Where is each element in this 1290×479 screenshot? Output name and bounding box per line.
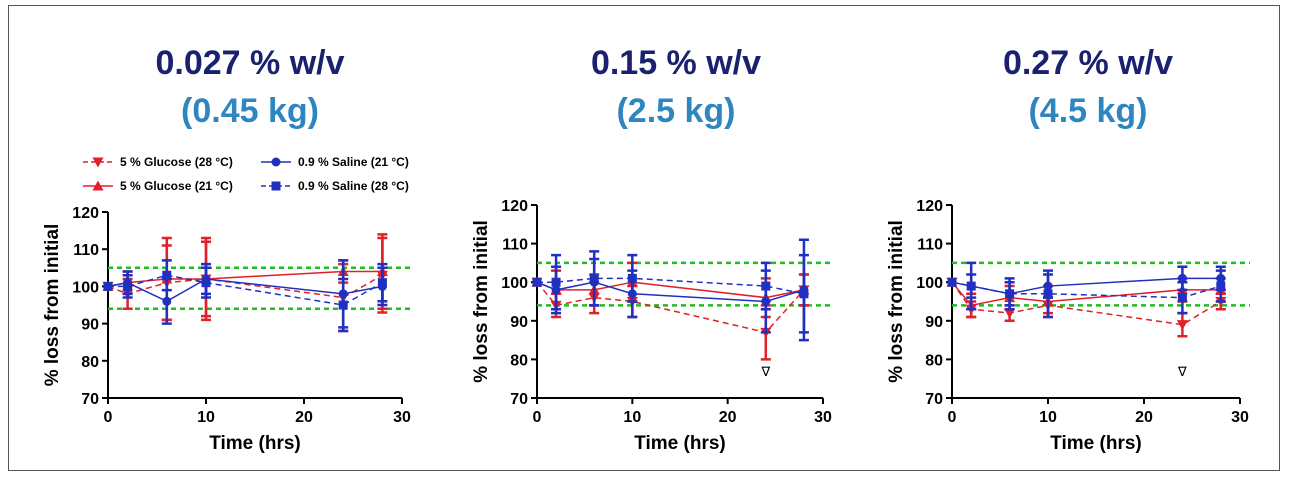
marker <box>1216 281 1226 291</box>
y-tick-label: 120 <box>916 198 943 215</box>
marker <box>1043 289 1053 299</box>
x-tick-label: 30 <box>814 409 832 426</box>
marker <box>1177 293 1187 303</box>
chart-subtitle: (4.5 kg) <box>1028 92 1147 130</box>
y-tick-label: 100 <box>72 279 99 296</box>
annotation: ∇ <box>1177 364 1187 379</box>
marker <box>1176 320 1188 331</box>
frame <box>8 5 1280 471</box>
y-tick-label: 120 <box>501 198 528 215</box>
legend-marker <box>271 157 281 167</box>
marker <box>103 281 113 291</box>
marker <box>532 277 542 287</box>
x-tick-label: 30 <box>1231 409 1249 426</box>
y-axis-label: % loss from initial <box>42 224 63 387</box>
legend-label: 5 % Glucose (21 °C) <box>120 179 233 193</box>
y-tick-label: 90 <box>510 314 528 331</box>
x-tick-label: 0 <box>104 409 113 426</box>
y-tick-label: 90 <box>81 317 99 334</box>
x-tick-label: 30 <box>393 409 411 426</box>
legend-marker <box>92 180 104 191</box>
y-tick-label: 70 <box>81 391 99 408</box>
x-tick-label: 10 <box>1039 409 1057 426</box>
marker <box>799 289 809 299</box>
x-tick-label: 10 <box>197 409 215 426</box>
y-tick-label: 110 <box>917 237 943 254</box>
chart-subtitle: (2.5 kg) <box>616 92 735 130</box>
y-axis-label: % loss from initial <box>886 220 907 383</box>
marker <box>338 300 348 310</box>
y-tick-label: 110 <box>502 237 528 254</box>
marker <box>589 273 599 283</box>
x-axis-label: Time (hrs) <box>1050 433 1142 454</box>
annotation: ∇ <box>760 364 770 379</box>
x-tick-label: 20 <box>1135 409 1153 426</box>
y-tick-label: 80 <box>925 352 943 369</box>
y-tick-label: 70 <box>510 391 528 408</box>
legend-marker <box>92 157 104 168</box>
legend-label: 0.9 % Saline (21 °C) <box>298 155 409 169</box>
chart-title: 0.15 % w/v <box>591 44 761 82</box>
chart-subtitle: (0.45 kg) <box>181 92 319 130</box>
marker <box>627 273 637 283</box>
x-tick-label: 0 <box>948 409 957 426</box>
marker <box>966 281 976 291</box>
series-line <box>951 281 1222 326</box>
y-tick-label: 80 <box>510 352 528 369</box>
marker <box>551 277 561 287</box>
y-axis-label: % loss from initial <box>471 220 492 383</box>
marker <box>947 277 957 287</box>
y-tick-label: 90 <box>925 314 943 331</box>
series-line <box>107 274 383 299</box>
x-axis-label: Time (hrs) <box>209 433 301 454</box>
marker <box>1177 273 1187 283</box>
chart-title: 0.27 % w/v <box>1003 44 1173 82</box>
marker <box>201 278 211 288</box>
y-tick-label: 100 <box>916 275 943 292</box>
marker <box>123 281 133 291</box>
x-tick-label: 10 <box>623 409 641 426</box>
legend-label: 5 % Glucose (28 °C) <box>120 155 233 169</box>
y-tick-label: 100 <box>501 275 528 292</box>
x-axis-label: Time (hrs) <box>634 433 726 454</box>
series-line <box>951 281 1221 307</box>
legend-marker <box>271 181 281 191</box>
series-line <box>108 274 383 306</box>
marker <box>162 270 172 280</box>
x-tick-label: 20 <box>295 409 313 426</box>
legend-label: 0.9 % Saline (28 °C) <box>298 179 409 193</box>
y-tick-label: 80 <box>81 354 99 371</box>
marker <box>761 281 771 291</box>
y-tick-label: 120 <box>72 205 99 222</box>
marker <box>1005 289 1015 299</box>
x-tick-label: 0 <box>533 409 542 426</box>
y-tick-label: 70 <box>925 391 943 408</box>
marker <box>162 296 172 306</box>
chart-title: 0.027 % w/v <box>155 44 344 82</box>
y-tick-label: 110 <box>73 242 99 259</box>
x-tick-label: 20 <box>719 409 737 426</box>
marker <box>1004 308 1016 319</box>
marker <box>377 278 387 288</box>
